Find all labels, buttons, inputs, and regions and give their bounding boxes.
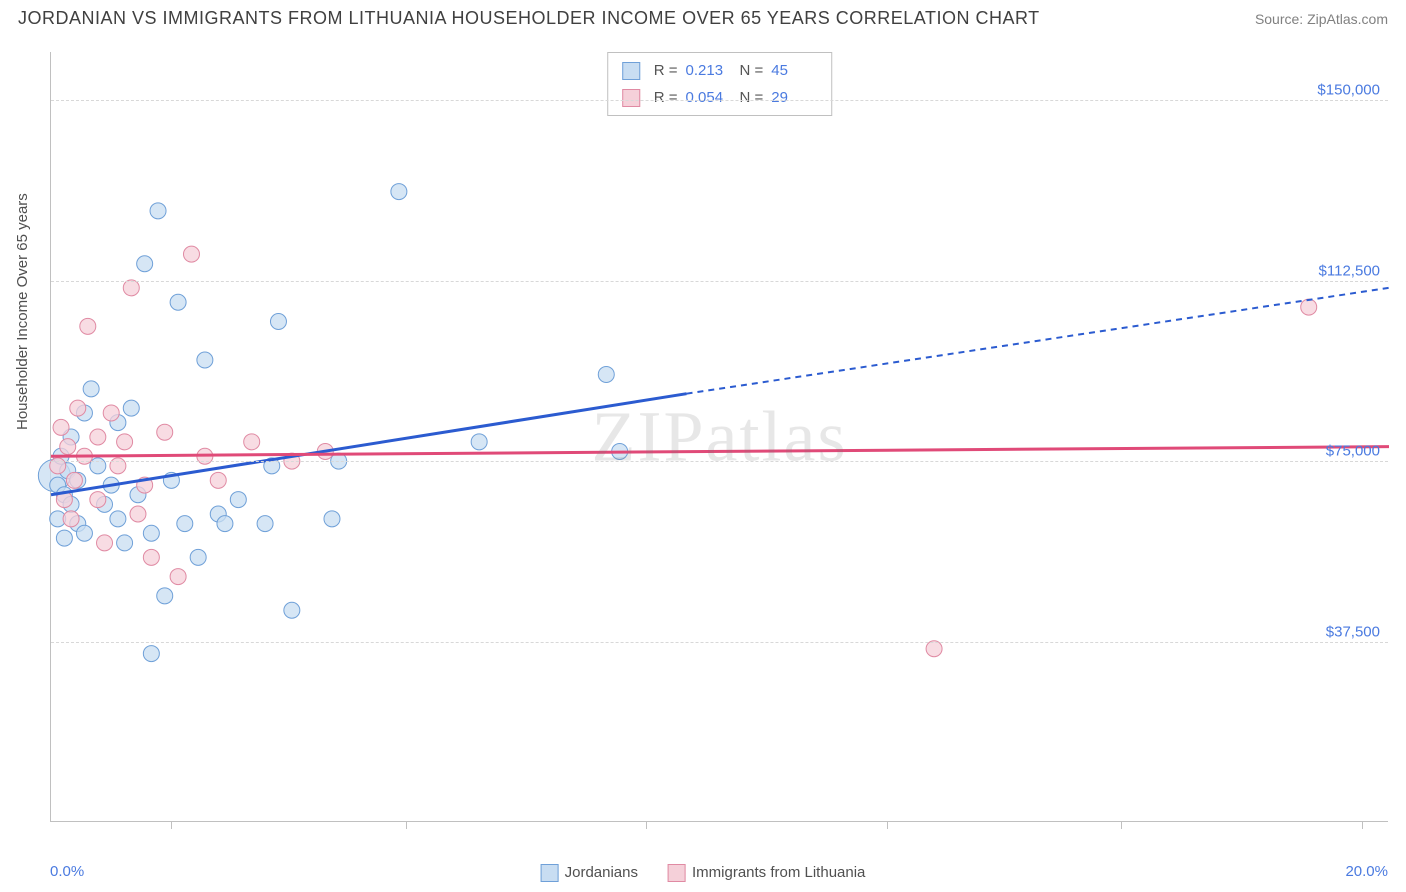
gridline bbox=[51, 281, 1388, 282]
data-point bbox=[103, 405, 119, 421]
data-point bbox=[183, 246, 199, 262]
data-point bbox=[598, 366, 614, 382]
legend-swatch bbox=[668, 864, 686, 882]
data-point bbox=[157, 424, 173, 440]
data-point bbox=[123, 400, 139, 416]
data-point bbox=[83, 381, 99, 397]
x-tick bbox=[646, 821, 647, 829]
data-point bbox=[53, 419, 69, 435]
data-point bbox=[284, 602, 300, 618]
stat-n-label: N = bbox=[740, 84, 764, 111]
y-grid-label: $112,500 bbox=[1319, 262, 1380, 279]
data-point bbox=[217, 516, 233, 532]
stat-n-value: 45 bbox=[771, 57, 817, 84]
x-tick bbox=[1362, 821, 1363, 829]
data-point bbox=[80, 318, 96, 334]
data-point bbox=[110, 511, 126, 527]
data-point bbox=[123, 280, 139, 296]
data-point bbox=[177, 516, 193, 532]
stat-r-label: R = bbox=[654, 84, 678, 111]
trend-line-extrapolated bbox=[687, 288, 1389, 394]
plot-svg bbox=[51, 52, 1388, 821]
x-tick bbox=[406, 821, 407, 829]
data-point bbox=[97, 535, 113, 551]
y-axis-label: Householder Income Over 65 years bbox=[14, 193, 31, 430]
stat-r-label: R = bbox=[654, 57, 678, 84]
gridline bbox=[51, 461, 1388, 462]
gridline bbox=[51, 642, 1388, 643]
legend-item: Jordanians bbox=[541, 864, 638, 882]
data-point bbox=[1301, 299, 1317, 315]
legend-swatch bbox=[541, 864, 559, 882]
legend-item: Immigrants from Lithuania bbox=[668, 864, 865, 882]
stat-n-label: N = bbox=[740, 57, 764, 84]
data-point bbox=[60, 439, 76, 455]
legend-swatch bbox=[622, 62, 640, 80]
gridline bbox=[51, 100, 1388, 101]
legend-bottom: Jordanians Immigrants from Lithuania bbox=[541, 864, 866, 882]
data-point bbox=[197, 352, 213, 368]
data-point bbox=[170, 294, 186, 310]
data-point bbox=[244, 434, 260, 450]
legend-swatch bbox=[622, 89, 640, 107]
data-point bbox=[170, 569, 186, 585]
data-point bbox=[190, 549, 206, 565]
x-tick bbox=[887, 821, 888, 829]
data-point bbox=[391, 184, 407, 200]
data-point bbox=[56, 530, 72, 546]
data-point bbox=[137, 256, 153, 272]
legend-label: Immigrants from Lithuania bbox=[692, 864, 865, 881]
data-point bbox=[143, 525, 159, 541]
data-point bbox=[130, 506, 146, 522]
data-point bbox=[257, 516, 273, 532]
data-point bbox=[324, 511, 340, 527]
stat-r-value: 0.213 bbox=[686, 57, 732, 84]
data-point bbox=[90, 429, 106, 445]
stat-row: R = 0.213 N = 45 bbox=[622, 57, 818, 84]
data-point bbox=[117, 535, 133, 551]
data-point bbox=[90, 492, 106, 508]
data-point bbox=[117, 434, 133, 450]
data-point bbox=[926, 641, 942, 657]
x-axis-min-label: 0.0% bbox=[50, 863, 84, 880]
data-point bbox=[150, 203, 166, 219]
x-tick bbox=[1121, 821, 1122, 829]
data-point bbox=[270, 314, 286, 330]
trend-line bbox=[51, 394, 687, 495]
data-point bbox=[143, 646, 159, 662]
chart-header: JORDANIAN VS IMMIGRANTS FROM LITHUANIA H… bbox=[0, 0, 1406, 33]
data-point bbox=[76, 525, 92, 541]
data-point bbox=[70, 400, 86, 416]
x-axis-max-label: 20.0% bbox=[1345, 863, 1388, 880]
y-grid-label: $150,000 bbox=[1317, 81, 1380, 98]
scatter-chart: ZIPatlas R =0.213N =45R =0.054N =29 $37,… bbox=[50, 52, 1388, 822]
chart-source: Source: ZipAtlas.com bbox=[1255, 11, 1388, 27]
y-grid-label: $37,500 bbox=[1326, 623, 1380, 640]
chart-title: JORDANIAN VS IMMIGRANTS FROM LITHUANIA H… bbox=[18, 8, 1040, 29]
stat-n-value: 29 bbox=[771, 84, 817, 111]
data-point bbox=[230, 492, 246, 508]
stat-r-value: 0.054 bbox=[686, 84, 732, 111]
stat-row: R = 0.054 N = 29 bbox=[622, 84, 818, 111]
y-grid-label: $75,000 bbox=[1326, 442, 1380, 459]
data-point bbox=[210, 472, 226, 488]
x-tick bbox=[171, 821, 172, 829]
data-point bbox=[157, 588, 173, 604]
legend-label: Jordanians bbox=[565, 864, 638, 881]
data-point bbox=[143, 549, 159, 565]
correlation-stats-box: R = 0.213 N = 45 R = 0.054 N = 29 bbox=[607, 52, 833, 116]
data-point bbox=[471, 434, 487, 450]
data-point bbox=[63, 511, 79, 527]
data-point bbox=[66, 472, 82, 488]
